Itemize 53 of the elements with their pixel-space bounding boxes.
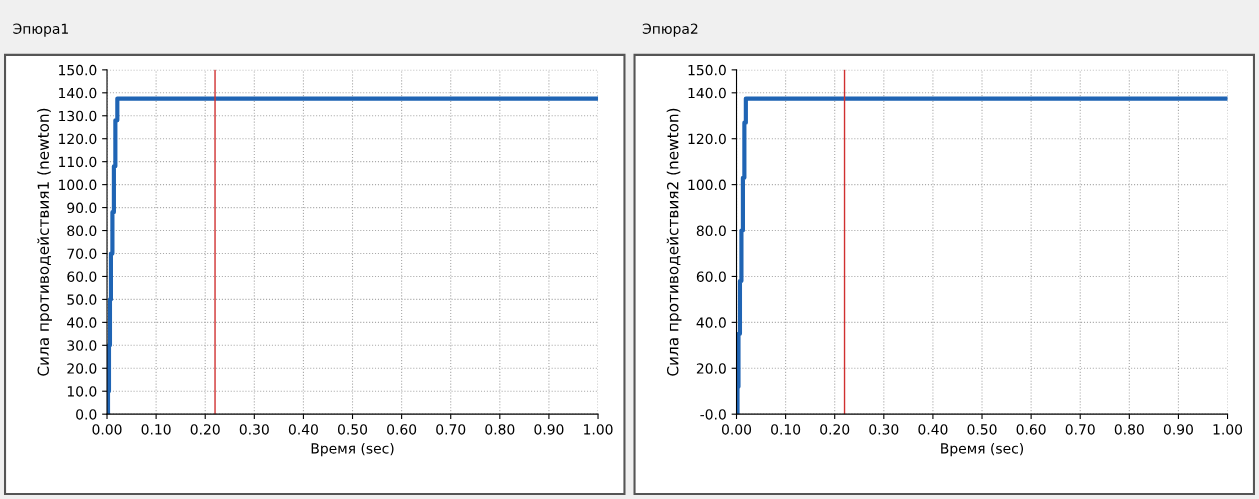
y-tick-label: 100.0 [59, 179, 97, 191]
x-tick-label: 0.70 [436, 424, 466, 435]
x-tick-label: 0.40 [918, 424, 948, 435]
y-tick-label: 150.0 [688, 64, 726, 76]
y-tick-label: 120.0 [688, 133, 726, 145]
y-tick-label: 20.0 [67, 363, 97, 374]
x-tick-label: 0.20 [190, 424, 220, 435]
y-tick-label: 40.0 [696, 317, 726, 328]
x-tick-label: 1.00 [584, 424, 613, 435]
x-tick-label: 0.00 [92, 424, 122, 435]
y-tick-label: 30.0 [67, 340, 97, 351]
x-tick-label: 0.10 [141, 424, 171, 435]
x-tick-label: 0.50 [337, 424, 368, 435]
x-tick-label: 1.00 [1213, 424, 1243, 435]
y-tick-label: 130.0 [59, 110, 97, 122]
y-tick-label: 0.0 [76, 409, 97, 420]
y-axis-title: Сила противодействия1 (newton) [37, 108, 52, 376]
x-tick-label: 0.80 [1114, 424, 1144, 435]
y-tick-label: 20.0 [696, 363, 726, 374]
y-tick-label: 10.0 [67, 386, 97, 397]
y-tick-label: 80.0 [67, 225, 97, 237]
y-axis-title: Сила противодействия2 (newton) [666, 108, 682, 376]
x-tick-label: 0.30 [869, 424, 899, 435]
x-tick-label: 0.60 [1016, 424, 1046, 435]
x-tick-label: 0.60 [387, 424, 417, 435]
x-axis-title: Время (sec) [311, 442, 394, 457]
y-tick-label: 60.0 [696, 271, 726, 282]
x-tick-label: 0.70 [1065, 424, 1095, 435]
y-tick-label: 140.0 [59, 87, 97, 99]
x-tick-label: 0.40 [288, 424, 318, 435]
y-tick-label: 120.0 [59, 133, 97, 145]
x-tick-label: 0.10 [771, 424, 801, 435]
x-tick-label: 0.00 [721, 424, 752, 435]
y-tick-label: 70.0 [67, 248, 97, 259]
x-tick-label: 0.20 [820, 424, 850, 435]
y-tick-label: 90.0 [67, 202, 97, 214]
x-tick-label: 0.80 [485, 424, 515, 435]
y-tick-label: 60.0 [67, 271, 97, 282]
y-tick-label: 80.0 [696, 225, 726, 237]
x-tick-label: 0.90 [1163, 424, 1193, 435]
chart-title: Эпюра2 [642, 23, 698, 37]
x-tick-label: 0.30 [239, 424, 269, 435]
y-tick-label: -0.0 [700, 409, 726, 420]
y-tick-label: 40.0 [67, 317, 97, 328]
x-tick-label: 0.90 [534, 424, 564, 435]
x-tick-label: 0.50 [967, 424, 997, 435]
y-tick-label: 140.0 [688, 87, 726, 99]
chart-title: Эпюра1 [13, 23, 68, 37]
y-tick-label: 100.0 [688, 179, 726, 191]
x-axis-title: Время (sec) [941, 442, 1024, 457]
y-tick-label: 110.0 [59, 156, 97, 168]
y-tick-label: 150.0 [59, 64, 97, 76]
y-tick-label: 50.0 [67, 294, 97, 305]
